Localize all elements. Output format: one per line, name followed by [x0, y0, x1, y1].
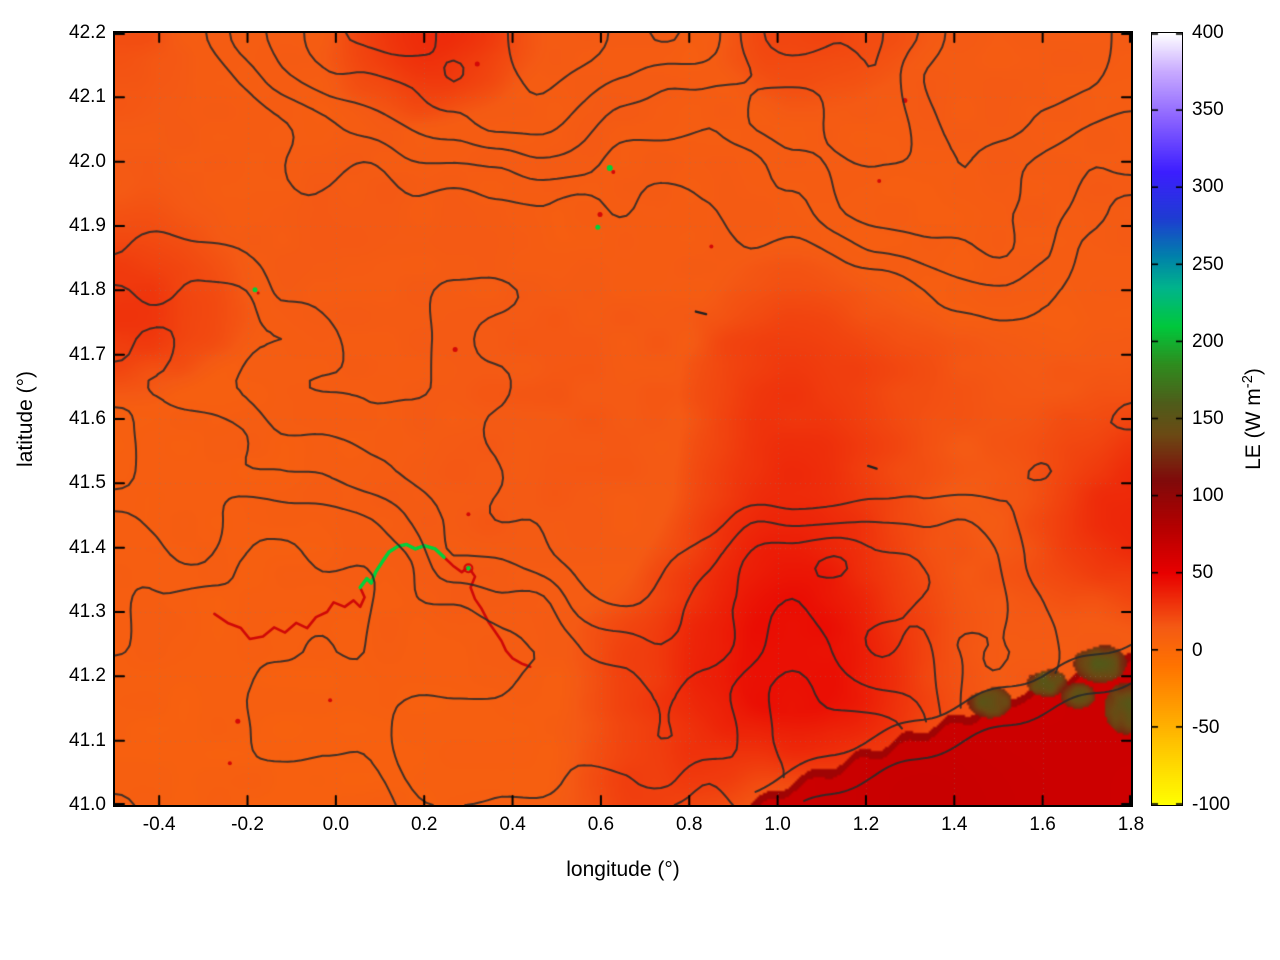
- y-axis-label: latitude (°): [14, 371, 37, 467]
- x-tick-label: 1.0: [764, 814, 791, 835]
- y-tick-label: 42.1: [69, 86, 106, 108]
- y-tick-label: 41.0: [69, 794, 106, 815]
- colorbar-label: LE (W m-2): [1236, 209, 1265, 629]
- x-tick-label: 1.6: [1029, 814, 1056, 835]
- y-tick-label: 41.9: [69, 215, 106, 236]
- x-tick-label: 1.8: [1117, 814, 1145, 835]
- x-tick-label: 0.8: [676, 814, 703, 835]
- x-tick-label: -0.4: [142, 814, 176, 835]
- x-axis-label: longitude (°): [566, 858, 680, 881]
- x-tick-label: 1.4: [941, 814, 968, 835]
- y-tick-label: 42.0: [69, 150, 106, 172]
- y-tick-label: 42.2: [69, 22, 106, 43]
- x-tick-label: 0.0: [322, 814, 350, 835]
- x-tick-label: 1.2: [852, 814, 880, 835]
- heatmap-canvas: [115, 33, 1131, 805]
- x-tick-label: 0.2: [410, 814, 438, 835]
- x-tick-label: 0.4: [499, 814, 526, 835]
- x-tick-label: 0.6: [587, 814, 615, 835]
- colorbar-tick-label: 400: [1192, 22, 1224, 43]
- colorbar-canvas: [1152, 33, 1182, 805]
- y-tick-label: 41.7: [69, 343, 106, 365]
- y-tick-label: 41.2: [69, 665, 106, 687]
- colorbar-label-text: LE (W m: [1242, 388, 1265, 470]
- y-tick-label: 41.5: [69, 472, 106, 494]
- colorbar-tick-label: -100: [1192, 794, 1231, 815]
- colorbar-label-superscript: -2: [1240, 375, 1256, 389]
- colorbar-tick-label: -50: [1192, 716, 1220, 738]
- colorbar-tick-label: 300: [1192, 176, 1224, 198]
- y-tick-label: 41.1: [69, 729, 106, 751]
- colorbar-label-suffix: ): [1242, 368, 1265, 376]
- y-tick-label: 41.6: [69, 408, 106, 429]
- y-tick-label: 41.8: [69, 279, 106, 301]
- x-tick-label: -0.2: [231, 814, 264, 835]
- colorbar-tick-label: 350: [1192, 99, 1224, 121]
- y-tick-label: 41.3: [69, 601, 106, 622]
- colorbar-tick-label: 0: [1192, 639, 1203, 661]
- y-tick-label: 41.4: [69, 536, 106, 558]
